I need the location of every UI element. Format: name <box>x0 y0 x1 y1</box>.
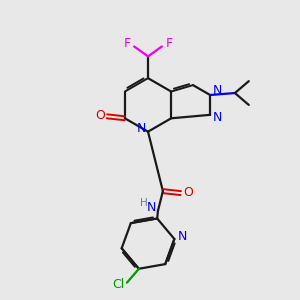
Text: O: O <box>184 186 194 199</box>
Text: N: N <box>212 84 222 97</box>
Text: N: N <box>136 122 146 135</box>
Text: H: H <box>140 198 148 208</box>
Text: F: F <box>165 37 172 50</box>
Text: O: O <box>95 109 105 122</box>
Text: N: N <box>178 230 187 244</box>
Text: N: N <box>212 111 222 124</box>
Text: Cl: Cl <box>112 278 124 291</box>
Text: F: F <box>124 37 131 50</box>
Text: N: N <box>146 202 156 214</box>
